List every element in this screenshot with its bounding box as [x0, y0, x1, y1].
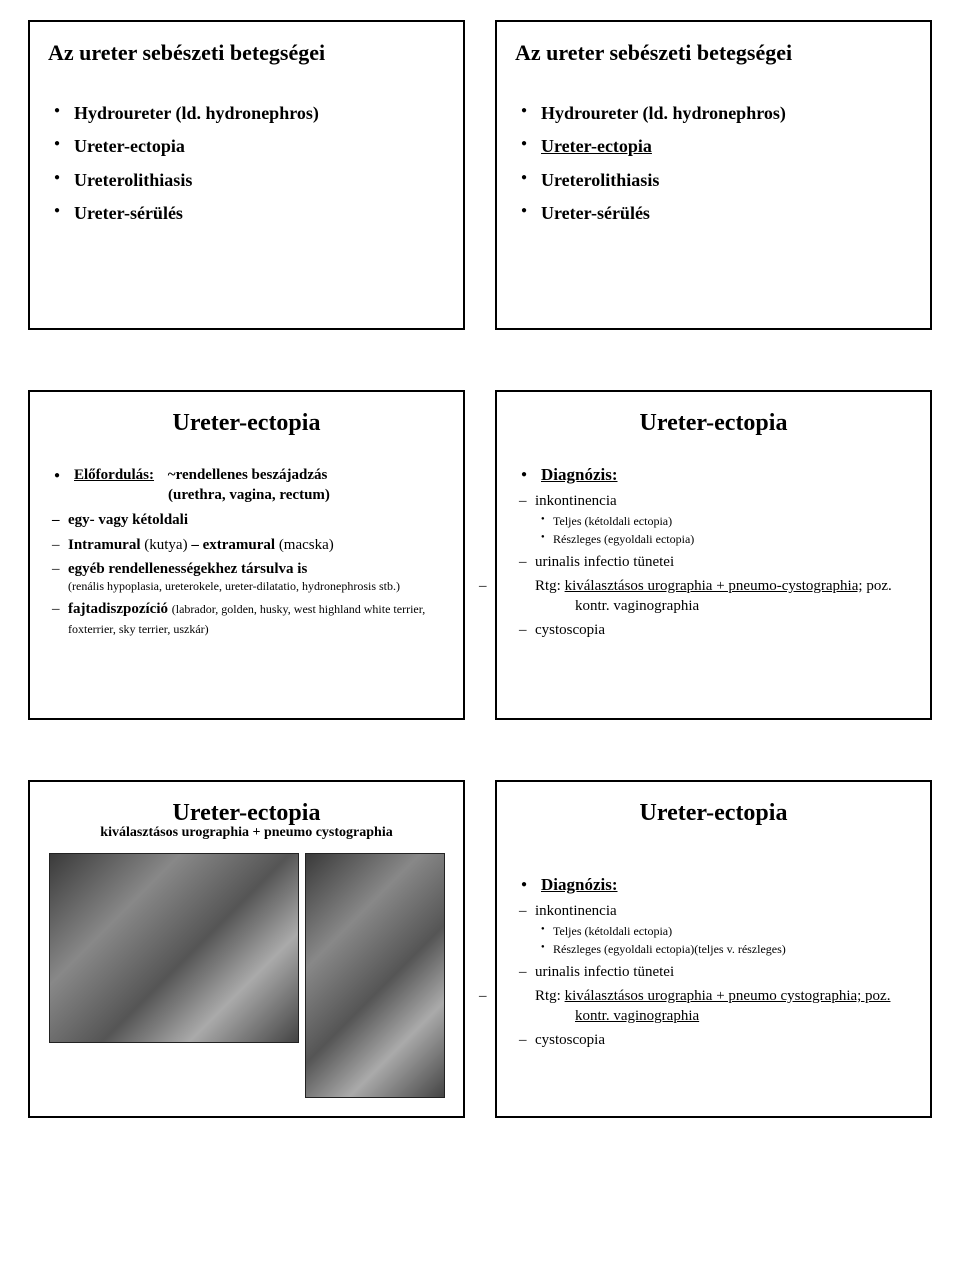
- diag-heading: Diagnózis:: [541, 875, 912, 895]
- item-text: inkontinencia: [535, 903, 617, 919]
- list-item: fajtadiszpozíció (labrador, golden, husk…: [68, 599, 445, 640]
- bullet-list: Hydroureter (ld. hydronephros) Ureter-ec…: [515, 102, 912, 226]
- dash-list: inkontinencia Teljes (kétoldali ectopia)…: [515, 491, 912, 641]
- diag-heading: Diagnózis:: [541, 465, 912, 485]
- item-main: egyéb rendellenességekhez társulva is: [68, 561, 307, 577]
- dash-list: egy- vagy kétoldali Intramural (kutya) –…: [48, 510, 445, 639]
- list-item: Ureterolithiasis: [74, 169, 445, 192]
- bullet-list: Hydroureter (ld. hydronephros) Ureter-ec…: [48, 102, 445, 226]
- list-item: urinalis infectio tünetei: [535, 552, 912, 572]
- list-item: Teljes (kétoldali ectopia): [553, 923, 912, 939]
- list-item: urinalis infectio tünetei: [535, 962, 912, 982]
- dot-list: Teljes (kétoldali ectopia) Részleges (eg…: [535, 513, 912, 547]
- slide-title: Ureter-ectopia: [48, 800, 445, 827]
- radiograph-vd: [305, 853, 445, 1098]
- list-item: Hydroureter (ld. hydronephros): [74, 102, 445, 125]
- list-item: egyéb rendellenességekhez társulva is (r…: [68, 559, 445, 595]
- list-item: Ureter-ectopia: [541, 135, 912, 158]
- list-item: inkontinencia Teljes (kétoldali ectopia)…: [535, 901, 912, 958]
- slide-4: Ureter-ectopia Diagnózis: inkontinencia …: [495, 390, 932, 720]
- slide-2: Az ureter sebészeti betegségei Hydrouret…: [495, 20, 932, 330]
- list-item: cystoscopia: [535, 1030, 912, 1050]
- item-sub: (renális hypoplasia, ureterokele, ureter…: [68, 579, 445, 595]
- lead-rest: ~rendellenes beszájadzás: [168, 467, 328, 483]
- list-item: Ureter-sérülés: [74, 202, 445, 225]
- list-item: Rtg: kiválasztásos urographia + pneumo c…: [535, 986, 912, 1027]
- list-item: Rtg: kiválasztásos urographia + pneumo-c…: [535, 576, 912, 617]
- list-item: Teljes (kétoldali ectopia): [553, 513, 912, 529]
- dot-list: Teljes (kétoldali ectopia) Részleges (eg…: [535, 923, 912, 957]
- dash-list: inkontinencia Teljes (kétoldali ectopia)…: [515, 901, 912, 1051]
- list-item: Intramural (kutya) – extramural (macska): [68, 535, 445, 555]
- list-item: Ureter-sérülés: [541, 202, 912, 225]
- slide-6: Ureter-ectopia Diagnózis: inkontinencia …: [495, 780, 932, 1118]
- slide-title: Az ureter sebészeti betegségei: [48, 40, 445, 66]
- slide-3: Ureter-ectopia ● Előfordulás: ~rendellen…: [28, 390, 465, 720]
- slide-subtitle: kiválasztásos urographia + pneumo cystog…: [48, 825, 445, 841]
- lead-in: ● Előfordulás: ~rendellenes beszájadzás: [48, 465, 445, 485]
- list-item: cystoscopia: [535, 620, 912, 640]
- slide-title: Ureter-ectopia: [515, 800, 912, 827]
- list-item: Hydroureter (ld. hydronephros): [541, 102, 912, 125]
- image-row: [48, 853, 445, 1098]
- list-item: Részleges (egyoldali ectopia)(teljes v. …: [553, 941, 912, 957]
- list-item: Részleges (egyoldali ectopia): [553, 531, 912, 547]
- slide-title: Az ureter sebészeti betegségei: [515, 40, 912, 66]
- item-text: inkontinencia: [535, 493, 617, 509]
- list-item: Ureterolithiasis: [541, 169, 912, 192]
- list-item: egy- vagy kétoldali: [68, 510, 445, 530]
- list-item: Ureter-ectopia: [74, 135, 445, 158]
- slide-title: Ureter-ectopia: [515, 410, 912, 437]
- slide-title: Ureter-ectopia: [48, 410, 445, 437]
- lead-label: Előfordulás:: [74, 465, 154, 485]
- slide-5: Ureter-ectopia kiválasztásos urographia …: [28, 780, 465, 1118]
- list-item: inkontinencia Teljes (kétoldali ectopia)…: [535, 491, 912, 548]
- slide-1: Az ureter sebészeti betegségei Hydrouret…: [28, 20, 465, 330]
- radiograph-lateral: [49, 853, 299, 1043]
- lead-paren: (urethra, vagina, rectum): [168, 487, 445, 504]
- underlined-item: Ureter-ectopia: [541, 136, 652, 156]
